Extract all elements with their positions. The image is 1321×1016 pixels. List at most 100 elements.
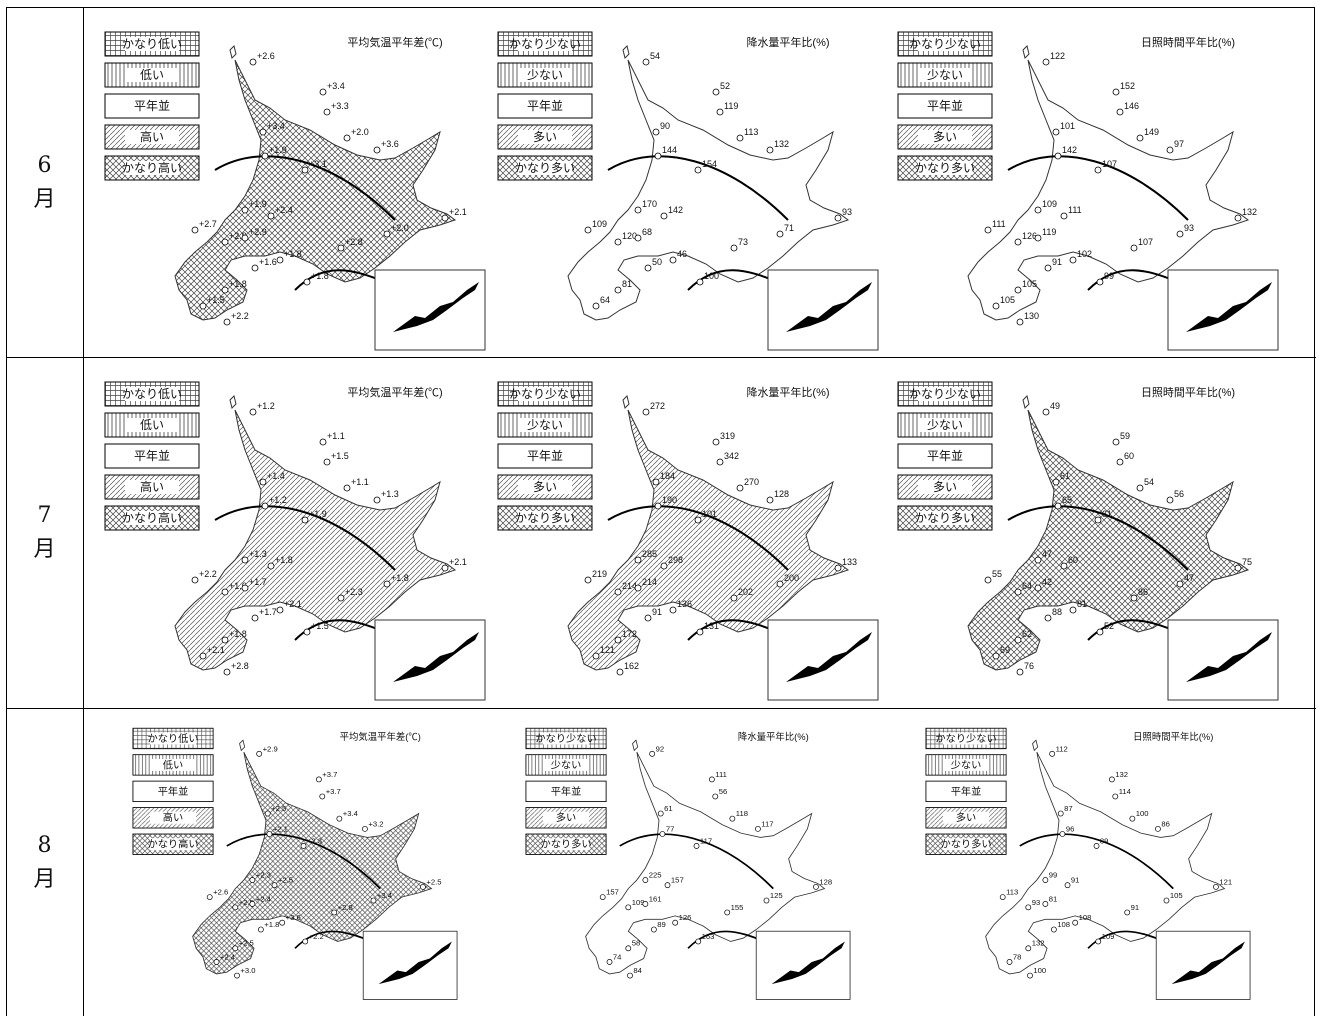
rishiri-island — [632, 739, 639, 752]
station-marker — [650, 926, 657, 933]
legend-label: かなり低い — [122, 387, 182, 401]
legend-label: 平年並 — [927, 99, 963, 113]
legend-label: かなり多い — [940, 838, 991, 851]
station-marker — [261, 502, 269, 510]
station-marker — [383, 580, 391, 588]
map-panel-sun: かなり少ない 少ない 平年並 多い かなり多い 日照時間平年比(%) 122 152 146 10… — [888, 20, 1288, 360]
station-marker — [213, 959, 220, 965]
month-suffix: 月 — [33, 866, 56, 892]
station-value: 113 — [744, 127, 758, 137]
station-marker — [1060, 212, 1068, 220]
legend-label: かなり高い — [122, 160, 182, 175]
station-marker — [256, 750, 263, 757]
hokkaido-landmass — [967, 59, 1250, 321]
station-marker — [776, 230, 784, 238]
station-value: +1.5 — [331, 451, 349, 461]
station-value: 61 — [1060, 471, 1070, 481]
station-value: 69 — [1000, 645, 1010, 655]
station-marker — [1234, 214, 1242, 222]
station-marker — [584, 226, 592, 234]
station-value: +3.7 — [326, 787, 341, 796]
station-marker — [373, 146, 381, 154]
station-marker — [1112, 793, 1119, 800]
station-value: 126 — [679, 913, 692, 922]
station-value: 113 — [1006, 888, 1018, 897]
station-value: 56 — [719, 787, 728, 796]
hokkaido-landmass — [985, 751, 1226, 975]
legend-label: 多い — [533, 480, 557, 494]
station-marker — [370, 897, 377, 904]
station-value: 74 — [613, 952, 622, 961]
legend-label: かなり多い — [515, 511, 575, 525]
station-value: 144 — [662, 145, 677, 155]
station-marker — [642, 877, 649, 883]
station-value: 62 — [1022, 629, 1032, 639]
station-marker — [1094, 516, 1102, 524]
station-value: 65 — [1062, 495, 1072, 505]
station-value: +3.7 — [322, 770, 337, 779]
inset-map-frame — [1167, 619, 1279, 701]
map-title: 平均気温平年差(℃) — [340, 731, 421, 742]
legend-swatch — [104, 381, 200, 407]
legend-label: かなり高い — [147, 838, 198, 851]
station-marker — [191, 226, 199, 234]
station-value: +2.8 — [338, 903, 353, 912]
station-marker — [1060, 562, 1068, 570]
station-value: 285 — [642, 549, 657, 559]
station-marker — [642, 901, 649, 907]
station-value: +2.1 — [284, 599, 302, 609]
station-marker — [755, 825, 761, 832]
station-marker — [1176, 580, 1184, 588]
station-marker — [1095, 938, 1102, 945]
station-marker — [1042, 877, 1049, 883]
station-value: 122 — [1050, 51, 1065, 61]
station-value: 42 — [1042, 577, 1052, 587]
station-value: +1.5 — [311, 621, 329, 631]
station-value: 56 — [1174, 489, 1184, 499]
station-marker — [223, 668, 231, 676]
station-value: 111 — [1068, 205, 1082, 215]
hokkaido-landmass — [567, 59, 850, 321]
station-marker — [232, 945, 239, 952]
station-value: 101 — [702, 509, 717, 519]
legend-label: かなり少ない — [935, 733, 996, 745]
station-value: 170 — [642, 199, 657, 209]
station-marker — [712, 88, 720, 96]
legend-label: かなり少ない — [509, 37, 581, 51]
zone-boundary — [1007, 505, 1189, 571]
station-marker — [1163, 897, 1170, 904]
station-value: 319 — [720, 431, 735, 441]
legend-item: かなり低い — [104, 381, 200, 407]
legend-item: 多い — [897, 474, 993, 500]
station-value: 91 — [652, 607, 662, 617]
station-value: 130 — [1024, 311, 1039, 321]
station-marker — [362, 825, 368, 832]
station-marker — [383, 230, 391, 238]
station-marker — [319, 88, 327, 96]
station-marker — [592, 652, 600, 660]
station-marker — [1069, 256, 1077, 264]
station-marker — [279, 919, 286, 926]
station-marker — [634, 234, 642, 242]
station-value: 54 — [650, 51, 660, 61]
map-panel-temp: かなり低い 低い 平年並 高い かなり高い 平均気温平年差(℃) +2.6 +3.4 +3.3 +… — [95, 20, 495, 360]
station-value: 88 — [1052, 607, 1062, 617]
station-value: 118 — [736, 809, 748, 818]
station-marker — [616, 668, 624, 676]
legend-label: 平年並 — [927, 449, 963, 463]
station-value: 99 — [1049, 871, 1058, 880]
station-value: 200 — [784, 573, 799, 583]
zone-boundary — [1019, 833, 1174, 890]
station-value: 55 — [992, 569, 1002, 579]
station-marker — [319, 438, 327, 446]
station-marker — [1234, 564, 1242, 572]
station-value: 91 — [1071, 876, 1080, 885]
station-value: 126 — [1022, 231, 1037, 241]
station-value: 132 — [1242, 207, 1257, 217]
map-title: 日照時間平年比(%) — [1141, 35, 1235, 49]
station-value: 155 — [731, 903, 744, 912]
station-marker — [644, 614, 652, 622]
legend-label: 平年並 — [158, 785, 189, 798]
